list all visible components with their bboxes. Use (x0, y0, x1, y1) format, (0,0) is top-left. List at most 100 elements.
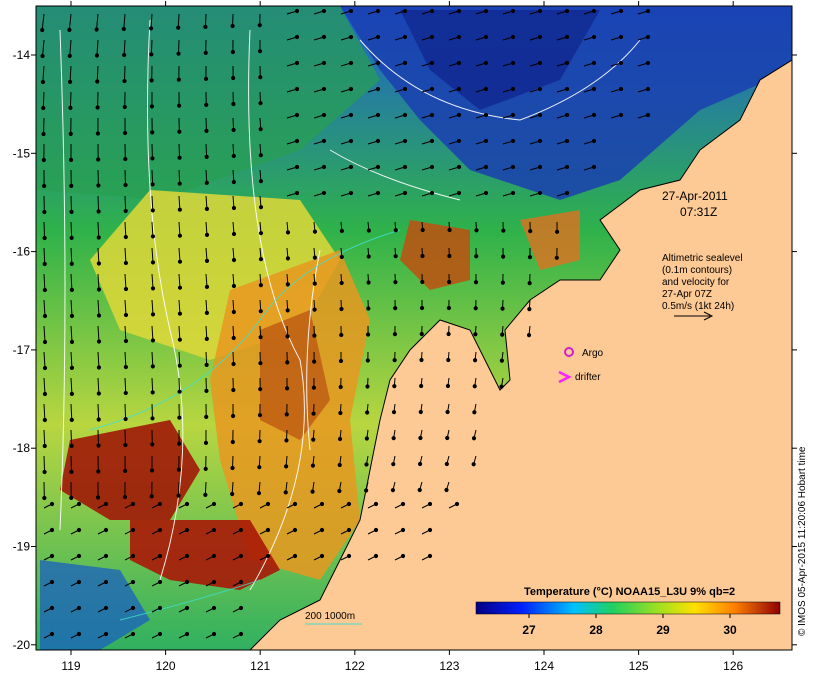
velocity-arrowhead (294, 8, 300, 14)
velocity-arrowhead (204, 284, 210, 289)
velocity-arrowhead (393, 254, 398, 259)
velocity-arrowhead (645, 8, 651, 14)
velocity-arrowhead (257, 465, 262, 470)
velocity-arrowhead (204, 414, 209, 419)
velocity-arrowhead (564, 112, 570, 118)
velocity-arrowhead (265, 553, 271, 559)
velocity-arrowhead (375, 190, 381, 196)
velocity-arrowhead (645, 60, 651, 66)
velocity-arrows (40, 8, 651, 639)
velocity-arrow (43, 455, 46, 473)
velocity-arrowhead (42, 287, 47, 293)
velocity-arrow (178, 299, 181, 314)
velocity-arrowhead (591, 86, 597, 92)
velocity-arrowhead (258, 335, 263, 340)
velocity-arrowhead (417, 487, 422, 493)
velocity-arrowhead (258, 127, 263, 132)
velocity-arrowhead (375, 138, 381, 144)
velocity-arrowhead (564, 60, 570, 66)
velocity-arrow (178, 273, 181, 288)
velocity-arrowhead (121, 26, 126, 32)
velocity-arrowhead (123, 234, 128, 240)
velocity-arrowhead (375, 8, 381, 14)
velocity-arrowhead (321, 138, 327, 144)
velocity-arrowhead (258, 101, 263, 106)
velocity-arrowhead (231, 361, 236, 367)
velocity-arrowhead (348, 34, 354, 40)
velocity-arrowhead (418, 409, 423, 415)
velocity-arrow (151, 195, 154, 211)
velocity-arrowhead (348, 60, 354, 66)
velocity-arrowhead (346, 553, 352, 559)
velocity-arrowhead (69, 261, 74, 266)
velocity-arrow (96, 65, 99, 82)
velocity-arrowhead (103, 553, 109, 559)
velocity-arrow (68, 13, 72, 30)
velocity-arrowhead (472, 384, 477, 389)
velocity-arrowhead (96, 157, 101, 162)
velocity-arrowhead (68, 131, 73, 136)
velocity-arrowhead (103, 605, 109, 611)
velocity-arrowhead (618, 34, 624, 40)
velocity-arrow (70, 377, 73, 394)
velocity-arrowhead (645, 86, 651, 92)
velocity-arrowhead (510, 164, 516, 170)
velocity-arrow (178, 325, 181, 340)
velocity-arrowhead (473, 332, 478, 337)
velocity-arrowhead (365, 384, 370, 389)
velocity-arrow (97, 299, 100, 316)
velocity-arrowhead (554, 255, 559, 260)
velocity-arrowhead (123, 364, 128, 370)
velocity-arrowhead (211, 605, 217, 611)
velocity-arrowhead (184, 631, 190, 637)
velocity-arrowhead (419, 305, 425, 311)
velocity-arrow (97, 195, 100, 212)
velocity-arrowhead (204, 310, 210, 315)
velocity-arrowhead (69, 495, 74, 500)
velocity-arrowhead (456, 138, 462, 144)
velocity-arrowhead (473, 280, 479, 285)
velocity-arrowhead (177, 415, 182, 420)
velocity-arrow (151, 325, 154, 341)
velocity-arrowhead (294, 112, 300, 118)
velocity-arrowhead (231, 75, 236, 81)
velocity-arrowhead (176, 493, 181, 498)
x-axis: 119 120 121 122 123 124 125 126 (61, 1, 744, 673)
velocity-arrowhead (130, 501, 136, 507)
velocity-arrowhead (591, 8, 597, 14)
velocity-arrowhead (510, 60, 516, 66)
velocity-arrowhead (483, 86, 489, 92)
velocity-arrow (43, 247, 46, 265)
velocity-arrowhead (211, 579, 217, 585)
y-tick-label: -14 (13, 48, 31, 62)
velocity-arrowhead (176, 77, 181, 82)
velocity-arrowhead (177, 207, 182, 212)
velocity-arrowhead (150, 156, 155, 161)
velocity-arrowhead (402, 8, 408, 14)
velocity-arrowhead (231, 257, 237, 263)
velocity-arrowhead (103, 527, 109, 533)
velocity-arrowhead (69, 443, 74, 448)
velocity-arrowhead (564, 8, 570, 14)
velocity-arrowhead (69, 417, 74, 422)
velocity-arrowhead (258, 231, 264, 236)
velocity-arrow (70, 403, 73, 420)
velocity-arrowhead (149, 468, 155, 473)
velocity-arrowhead (123, 182, 128, 188)
velocity-arrow (178, 377, 181, 392)
velocity-arrowhead (321, 164, 327, 170)
velocity-arrowhead (230, 465, 235, 471)
velocity-arrow (43, 403, 46, 421)
velocity-arrowhead (483, 112, 489, 118)
velocity-arrowhead (618, 60, 624, 66)
velocity-arrowhead (429, 138, 435, 144)
velocity-arrow (70, 247, 73, 264)
velocity-arrowhead (94, 27, 99, 32)
velocity-arrow (123, 39, 126, 56)
velocity-arrowhead (526, 333, 532, 338)
velocity-arrowhead (238, 605, 244, 611)
velocity-arrowhead (402, 86, 408, 92)
velocity-arrowhead (444, 461, 449, 467)
velocity-arrow (205, 273, 208, 287)
x-tick-label: 121 (250, 659, 270, 673)
